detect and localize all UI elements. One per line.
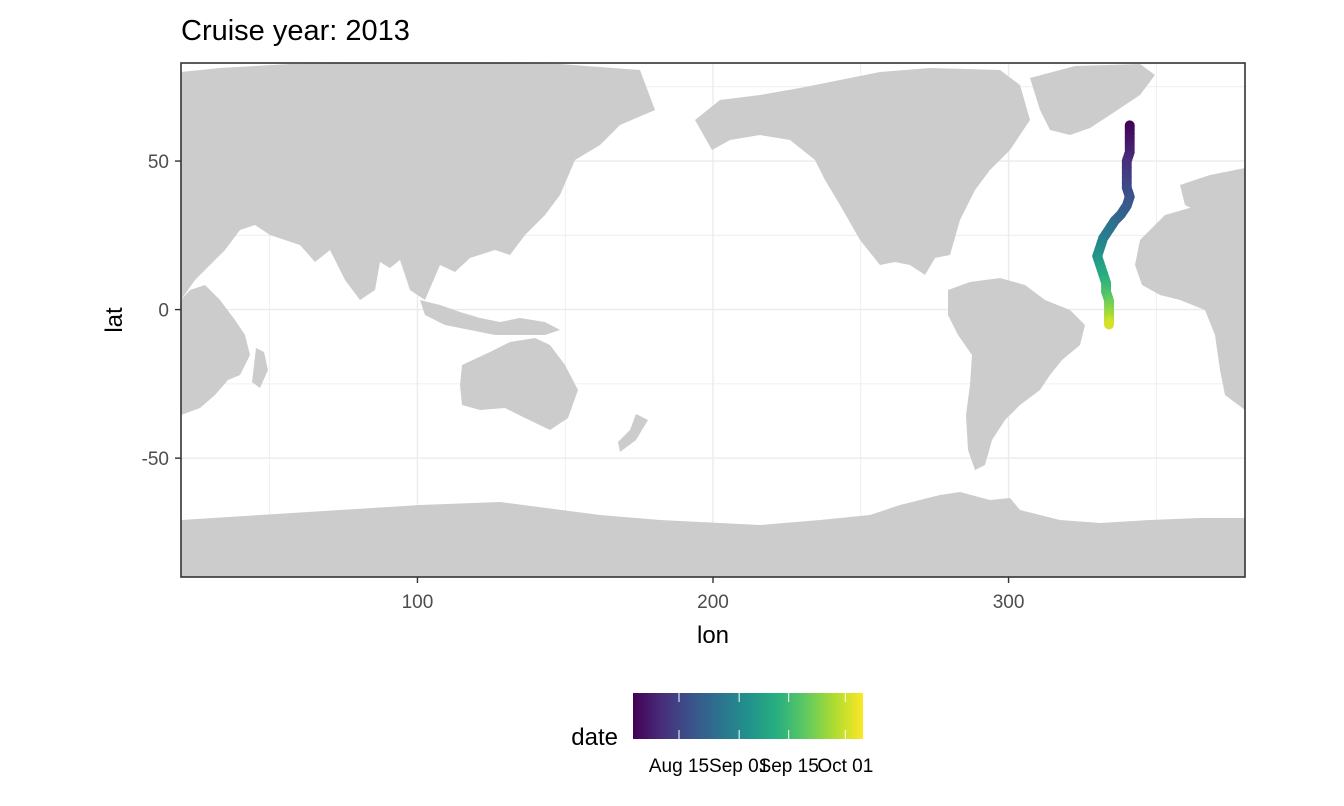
colorbar-label: Sep 01	[709, 756, 769, 777]
land-basemap	[181, 63, 1245, 577]
land-south-america	[948, 278, 1085, 470]
land-africa	[181, 285, 250, 415]
land-australia	[460, 338, 578, 430]
y-tick-label: 50	[148, 152, 169, 173]
land-west-africa	[1135, 205, 1245, 410]
x-axis-title: lon	[697, 622, 729, 649]
land-antarctica	[181, 492, 1245, 577]
y-tick-label: 0	[158, 301, 169, 322]
x-tick-label: 300	[993, 592, 1025, 613]
y-tick-label: -50	[142, 449, 169, 470]
legend-title: date	[571, 724, 618, 751]
chart-title: Cruise year: 2013	[181, 15, 410, 47]
land-north-america	[695, 68, 1030, 275]
axes: 100 200 300 -50 0 50	[142, 152, 1025, 613]
land-new-zealand	[618, 414, 648, 452]
colorbar-label: Oct 01	[817, 756, 873, 777]
land-iberia-europe	[1180, 168, 1245, 215]
y-axis-title: lat	[101, 307, 128, 333]
colorbar	[633, 693, 863, 739]
x-tick-label: 200	[697, 592, 729, 613]
land-japan	[518, 165, 560, 225]
land-madagascar	[252, 348, 268, 388]
cruise-track	[1092, 120, 1135, 330]
land-eurasia	[181, 63, 655, 300]
colorbar-label: Aug 15	[649, 756, 709, 777]
plot-panel	[180, 62, 1246, 578]
track-point	[1104, 319, 1115, 330]
land-greenland	[1030, 64, 1155, 135]
x-tick-label: 100	[402, 592, 434, 613]
land-southeast-asia	[420, 300, 560, 335]
colorbar-label: Sep 15	[759, 756, 819, 777]
